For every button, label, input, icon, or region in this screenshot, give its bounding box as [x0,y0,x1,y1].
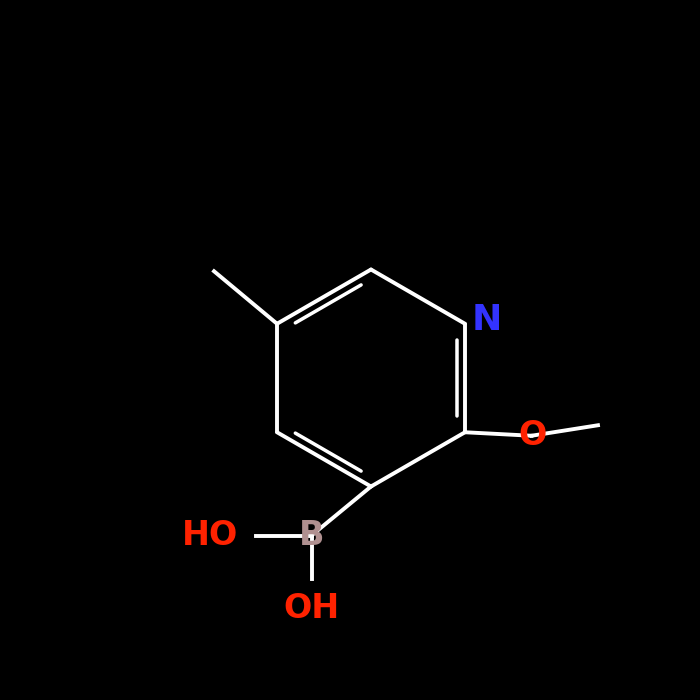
Text: OH: OH [284,592,340,624]
Text: HO: HO [182,519,238,552]
Text: N: N [472,303,503,337]
Text: O: O [518,419,546,452]
Text: B: B [299,519,324,552]
